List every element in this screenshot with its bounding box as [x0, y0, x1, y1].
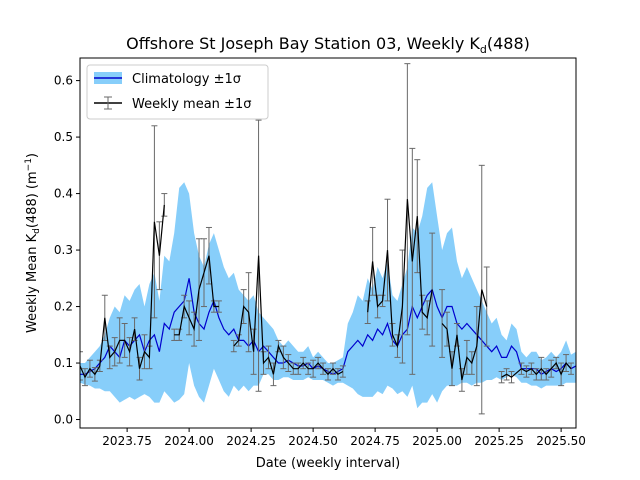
- weekly-mean-line: [441, 289, 488, 381]
- y-tick-label: 0.3: [54, 243, 73, 257]
- weekly-line-layer: [80, 199, 572, 381]
- legend-climatology-label: Climatology ±1σ: [132, 72, 241, 87]
- weekly-mean-line: [501, 361, 572, 378]
- x-tick-label: 2024.50: [288, 434, 338, 448]
- x-tick-label: 2024.75: [350, 434, 400, 448]
- y-axis: 0.0 0.1 0.2 0.3 0.4 0.5 0.6: [54, 74, 80, 427]
- legend-weekly-label: Weekly mean ±1σ: [132, 97, 251, 112]
- legend: Climatology ±1σ Weekly mean ±1σ: [86, 64, 269, 120]
- x-tick-label: 2024.25: [226, 434, 276, 448]
- y-tick-label: 0.5: [54, 130, 73, 144]
- x-axis-label: Date (weekly interval): [256, 456, 401, 471]
- y-tick-label: 0.1: [54, 356, 73, 370]
- weekly-mean-line: [174, 255, 219, 336]
- legend-box: [86, 64, 269, 120]
- y-tick-label: 0.6: [54, 74, 73, 88]
- plot-frame: [79, 57, 577, 429]
- x-tick-label: 2025.25: [474, 434, 524, 448]
- y-axis-label: Weekly Mean Kd(488) (m−1): [24, 153, 42, 333]
- x-axis: 2023.75 2024.00 2024.25 2024.50 2024.75 2025.…: [102, 428, 586, 448]
- weekly-errorbar: [483, 266, 490, 347]
- weekly-errorbar: [439, 289, 446, 358]
- weekly-mean-line: [367, 199, 433, 349]
- x-tick-label: 2023.75: [102, 434, 152, 448]
- x-tick-label: 2025.50: [536, 434, 586, 448]
- weekly-errorbar: [80, 351, 83, 381]
- x-tick-label: 2025.00: [412, 434, 462, 448]
- y-tick-label: 0.2: [54, 300, 73, 314]
- weekly-errorbar: [161, 193, 168, 217]
- x-tick-label: 2024.00: [164, 434, 214, 448]
- weekly-errorbar: [364, 300, 371, 324]
- weekly-mean-line: [233, 255, 344, 376]
- weekly-errorbar: [568, 362, 575, 375]
- y-tick-label: 0.4: [54, 187, 73, 201]
- weekly-errorbar: [230, 339, 237, 353]
- weekly-mean-line: [80, 204, 165, 379]
- chart-title: Offshore St Joseph Bay Station 03, Weekl…: [126, 34, 530, 56]
- y-tick-label: 0.0: [54, 413, 73, 427]
